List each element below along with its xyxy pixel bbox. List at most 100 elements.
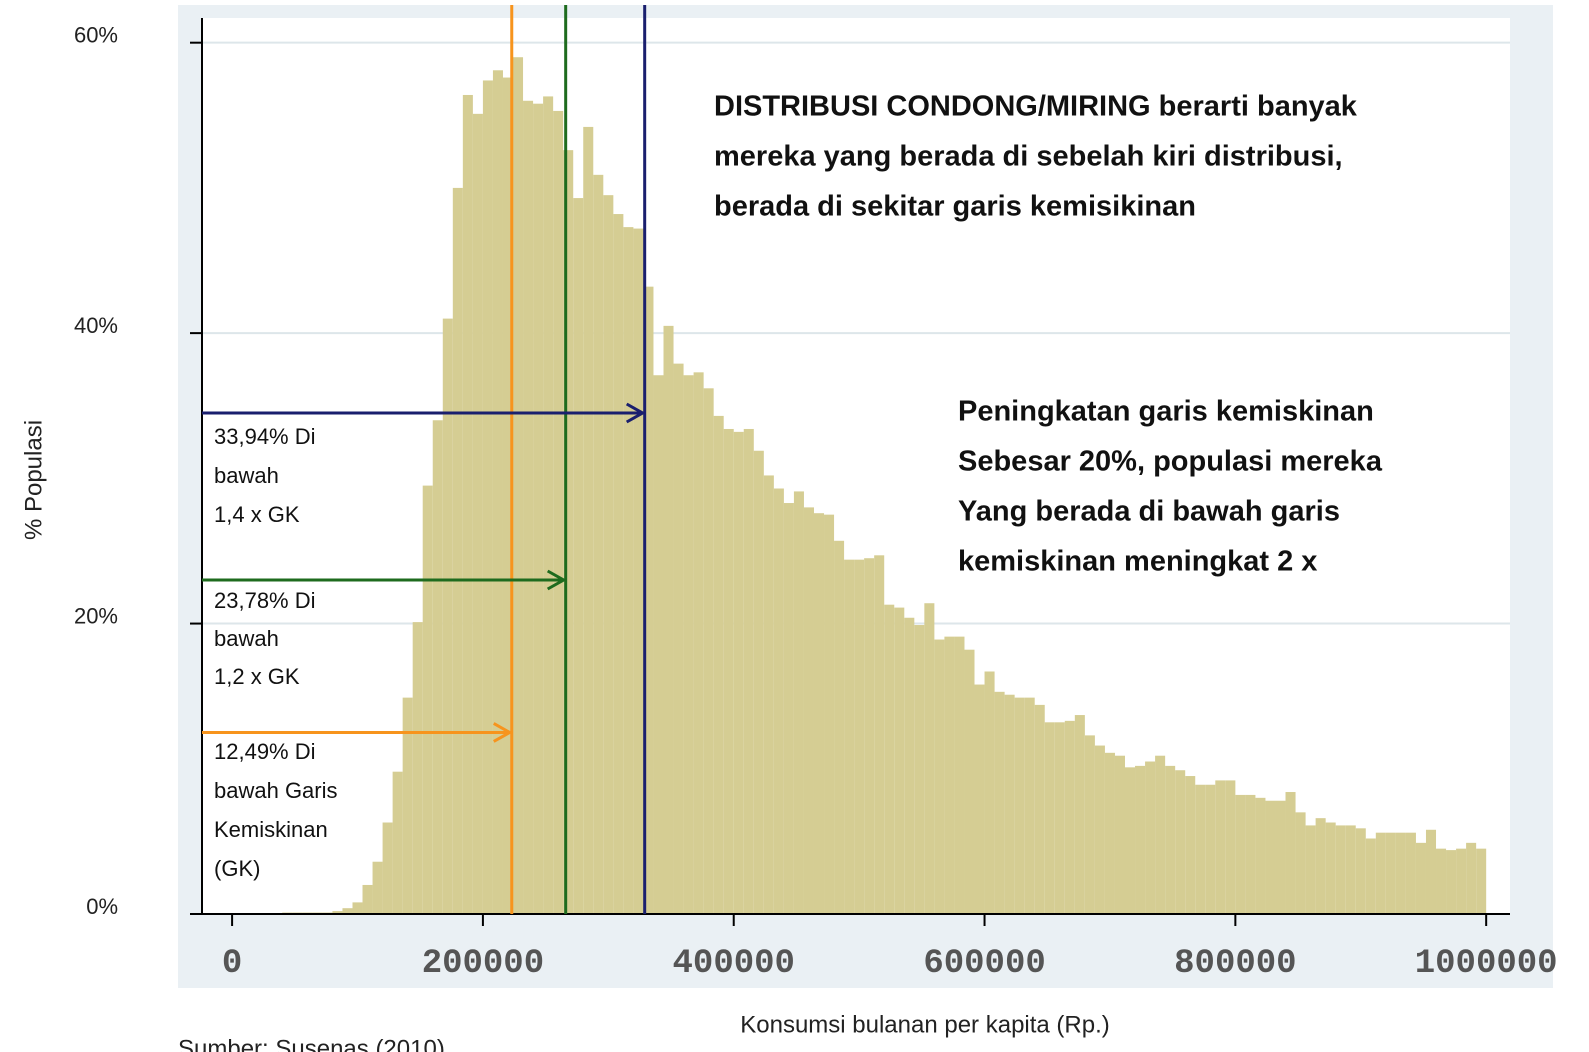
y-tick-label: 20% xyxy=(74,603,118,628)
bar xyxy=(1014,697,1025,914)
bar xyxy=(1104,752,1115,914)
bar xyxy=(1024,697,1035,914)
bar xyxy=(904,617,915,914)
annotation: mereka yang berada di sebelah kiri distr… xyxy=(714,141,1343,173)
bar xyxy=(1436,848,1447,914)
bar xyxy=(513,57,524,914)
bar xyxy=(1235,794,1246,914)
bar xyxy=(593,174,604,914)
annotation: kemiskinan meningkat 2 x xyxy=(958,546,1317,578)
bar xyxy=(1124,767,1136,914)
annotation: Sebesar 20%, populasi mereka xyxy=(958,446,1383,478)
bar xyxy=(1245,794,1256,914)
y-tick-label: 0% xyxy=(86,894,118,919)
bar xyxy=(1004,694,1015,914)
arrow-head xyxy=(493,722,513,743)
bar xyxy=(1225,780,1236,914)
bar xyxy=(392,771,403,914)
bar xyxy=(523,100,534,914)
bar xyxy=(844,559,855,914)
bar xyxy=(432,420,443,914)
bar xyxy=(743,428,754,914)
bar xyxy=(1114,755,1125,914)
marker-label: 1,2 x GK xyxy=(214,664,300,689)
bar xyxy=(1084,735,1095,914)
bar xyxy=(1205,784,1216,914)
bar xyxy=(1345,825,1356,914)
marker-label: bawah xyxy=(214,463,279,488)
bar xyxy=(793,491,804,914)
marker-label: 33,94% Di xyxy=(214,424,316,449)
bar xyxy=(874,555,885,914)
bar xyxy=(1265,800,1276,914)
bar xyxy=(994,691,1005,914)
marker-label: 12,49% Di xyxy=(214,739,316,764)
bar xyxy=(1476,848,1487,914)
y-tick-label: 60% xyxy=(74,22,118,47)
bar xyxy=(1355,828,1366,914)
bar xyxy=(984,671,995,914)
bar xyxy=(1405,832,1416,914)
bar xyxy=(342,908,353,914)
bar xyxy=(633,228,644,914)
bar xyxy=(1395,832,1406,914)
bar xyxy=(442,318,453,914)
marker-label: bawah xyxy=(214,626,279,651)
annotation: DISTRIBUSI CONDONG/MIRING berarti banyak xyxy=(714,91,1358,123)
bar xyxy=(713,415,724,914)
bar xyxy=(1315,818,1326,914)
bar xyxy=(974,684,985,914)
bar xyxy=(824,514,835,914)
bar xyxy=(1446,850,1457,914)
bar xyxy=(613,214,624,914)
bar xyxy=(693,372,704,914)
bar xyxy=(553,110,564,914)
bar xyxy=(1365,838,1376,914)
x-axis-label: Konsumsi bulanan per kapita (Rp.) xyxy=(740,1011,1110,1038)
bar xyxy=(1295,812,1306,914)
bar xyxy=(864,558,875,914)
bar xyxy=(1185,776,1196,914)
bar xyxy=(944,636,955,914)
x-tick-label: 400000 xyxy=(673,945,795,983)
x-tick-label: 200000 xyxy=(422,945,544,983)
bar xyxy=(954,636,965,914)
annotation: Yang berada di bawah garis xyxy=(958,496,1340,528)
bar xyxy=(1425,829,1437,914)
bar xyxy=(1195,784,1206,914)
source-note: Sumber: Susenas (2010) xyxy=(178,1035,445,1052)
marker-label: bawah Garis xyxy=(214,778,338,803)
bar xyxy=(683,375,694,914)
bar xyxy=(1175,770,1186,914)
bar xyxy=(362,884,373,914)
bar xyxy=(723,428,734,914)
bar xyxy=(663,325,674,914)
y-axis-label: % Populasi xyxy=(20,420,47,540)
bar xyxy=(583,126,594,914)
bar xyxy=(372,861,383,914)
bar xyxy=(894,607,905,914)
bar xyxy=(1325,822,1336,914)
bar xyxy=(673,363,684,915)
bar xyxy=(1415,842,1426,914)
arrow-head xyxy=(546,569,567,591)
bar xyxy=(1135,765,1146,914)
x-tick-label: 1000000 xyxy=(1415,945,1558,983)
bar xyxy=(492,70,503,915)
bar xyxy=(543,96,554,914)
bar xyxy=(803,507,814,914)
annotation: Peningkatan garis kemiskinan xyxy=(958,396,1374,428)
bar xyxy=(1215,780,1226,914)
bar xyxy=(914,625,925,914)
bar xyxy=(1255,797,1266,914)
x-tick-label: 600000 xyxy=(923,945,1045,983)
bar xyxy=(1155,755,1166,914)
bar xyxy=(834,540,845,914)
arrow-head xyxy=(625,402,646,424)
bar xyxy=(653,375,664,914)
bar xyxy=(1054,722,1065,914)
bar xyxy=(1456,848,1467,914)
bar xyxy=(773,488,784,914)
bar xyxy=(1385,832,1396,914)
marker-label: Kemiskinan xyxy=(214,817,328,842)
